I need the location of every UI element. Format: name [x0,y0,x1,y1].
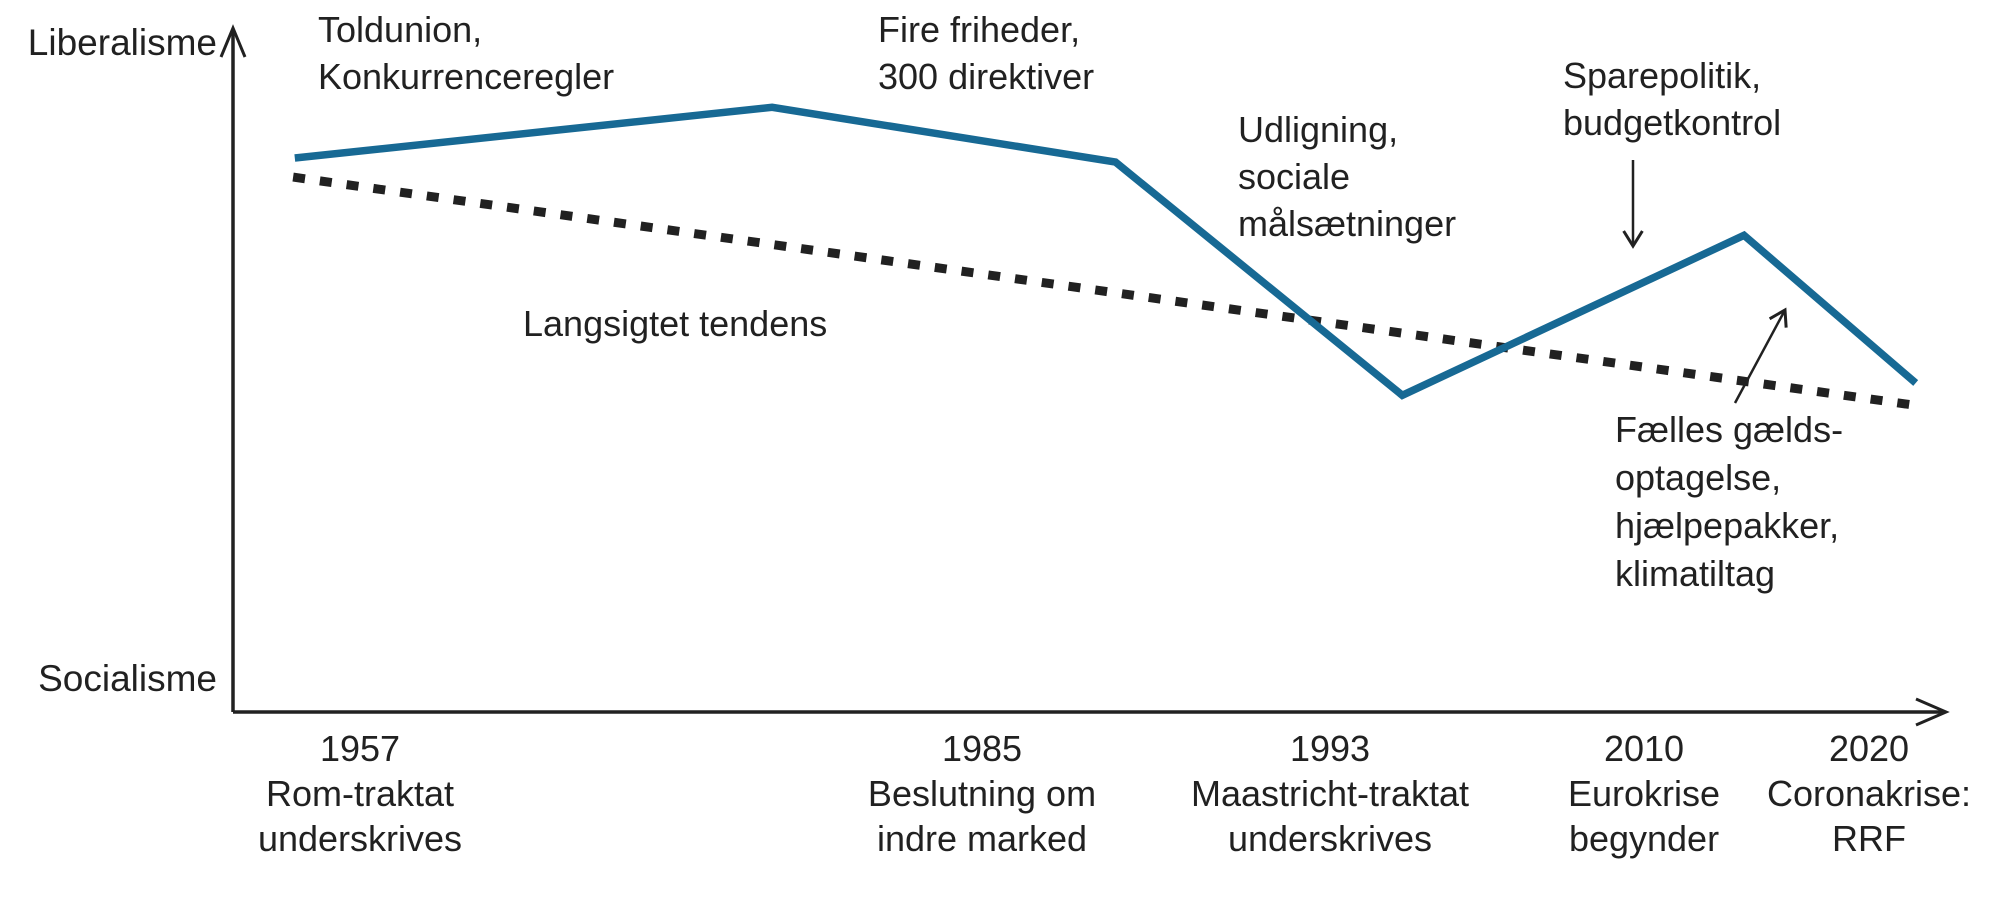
x-axis-arrowhead-icon [1915,697,1950,727]
x-tick-1993: 1993 Maastricht-traktat underskrives [1191,726,1469,861]
eu-policy-line [294,103,1919,400]
tick-year-label: 1985 [941,728,1023,769]
y-axis-label-liberalisme: Liberalisme [27,22,217,63]
tick-event-label: Eurokrise begynder [1567,773,1721,859]
tick-year-label: 1957 [319,728,401,769]
x-tick-1985: 1985 Beslutning om indre marked [868,726,1096,861]
tick-event-label: Beslutning om indre marked [867,773,1097,859]
tick-year-label: 2020 [1828,728,1910,769]
tick-event-label: Rom-traktat underskrives [257,773,463,859]
annotation-toldunion: Toldunion, Konkurrenceregler [318,9,615,97]
tick-year-label: 1993 [1289,728,1371,769]
tick-year-label: 2010 [1603,728,1685,769]
annotation-udligning: Udligning, sociale målsætninger [1238,109,1457,244]
y-axis-arrowhead-icon [219,24,247,58]
x-tick-2010: 2010 Eurokrise begynder [1568,726,1720,861]
annotation-faelles-gaeld: Fælles gælds- optagelse, hjælpepakker, k… [1615,409,1844,594]
long-term-trend-line [292,172,1913,410]
annotation-langsigtet-tendens: Langsigtet tendens [523,303,828,344]
annotation-fire-friheder: Fire friheder, 300 direktiver [878,9,1095,97]
tick-event-label: Maastricht-traktat underskrives [1190,773,1470,859]
tick-event-label: Coronakrise: RRF [1766,773,1972,859]
y-axis-label-socialisme: Socialisme [38,658,217,699]
faelles-gaeld-pointer-arrow-icon [1733,307,1788,404]
annotation-sparepolitik: Sparepolitik, budgetkontrol [1563,55,1782,143]
x-tick-2020: 2020 Coronakrise: RRF [1767,726,1971,861]
x-tick-1957: 1957 Rom-traktat underskrives [258,726,462,861]
